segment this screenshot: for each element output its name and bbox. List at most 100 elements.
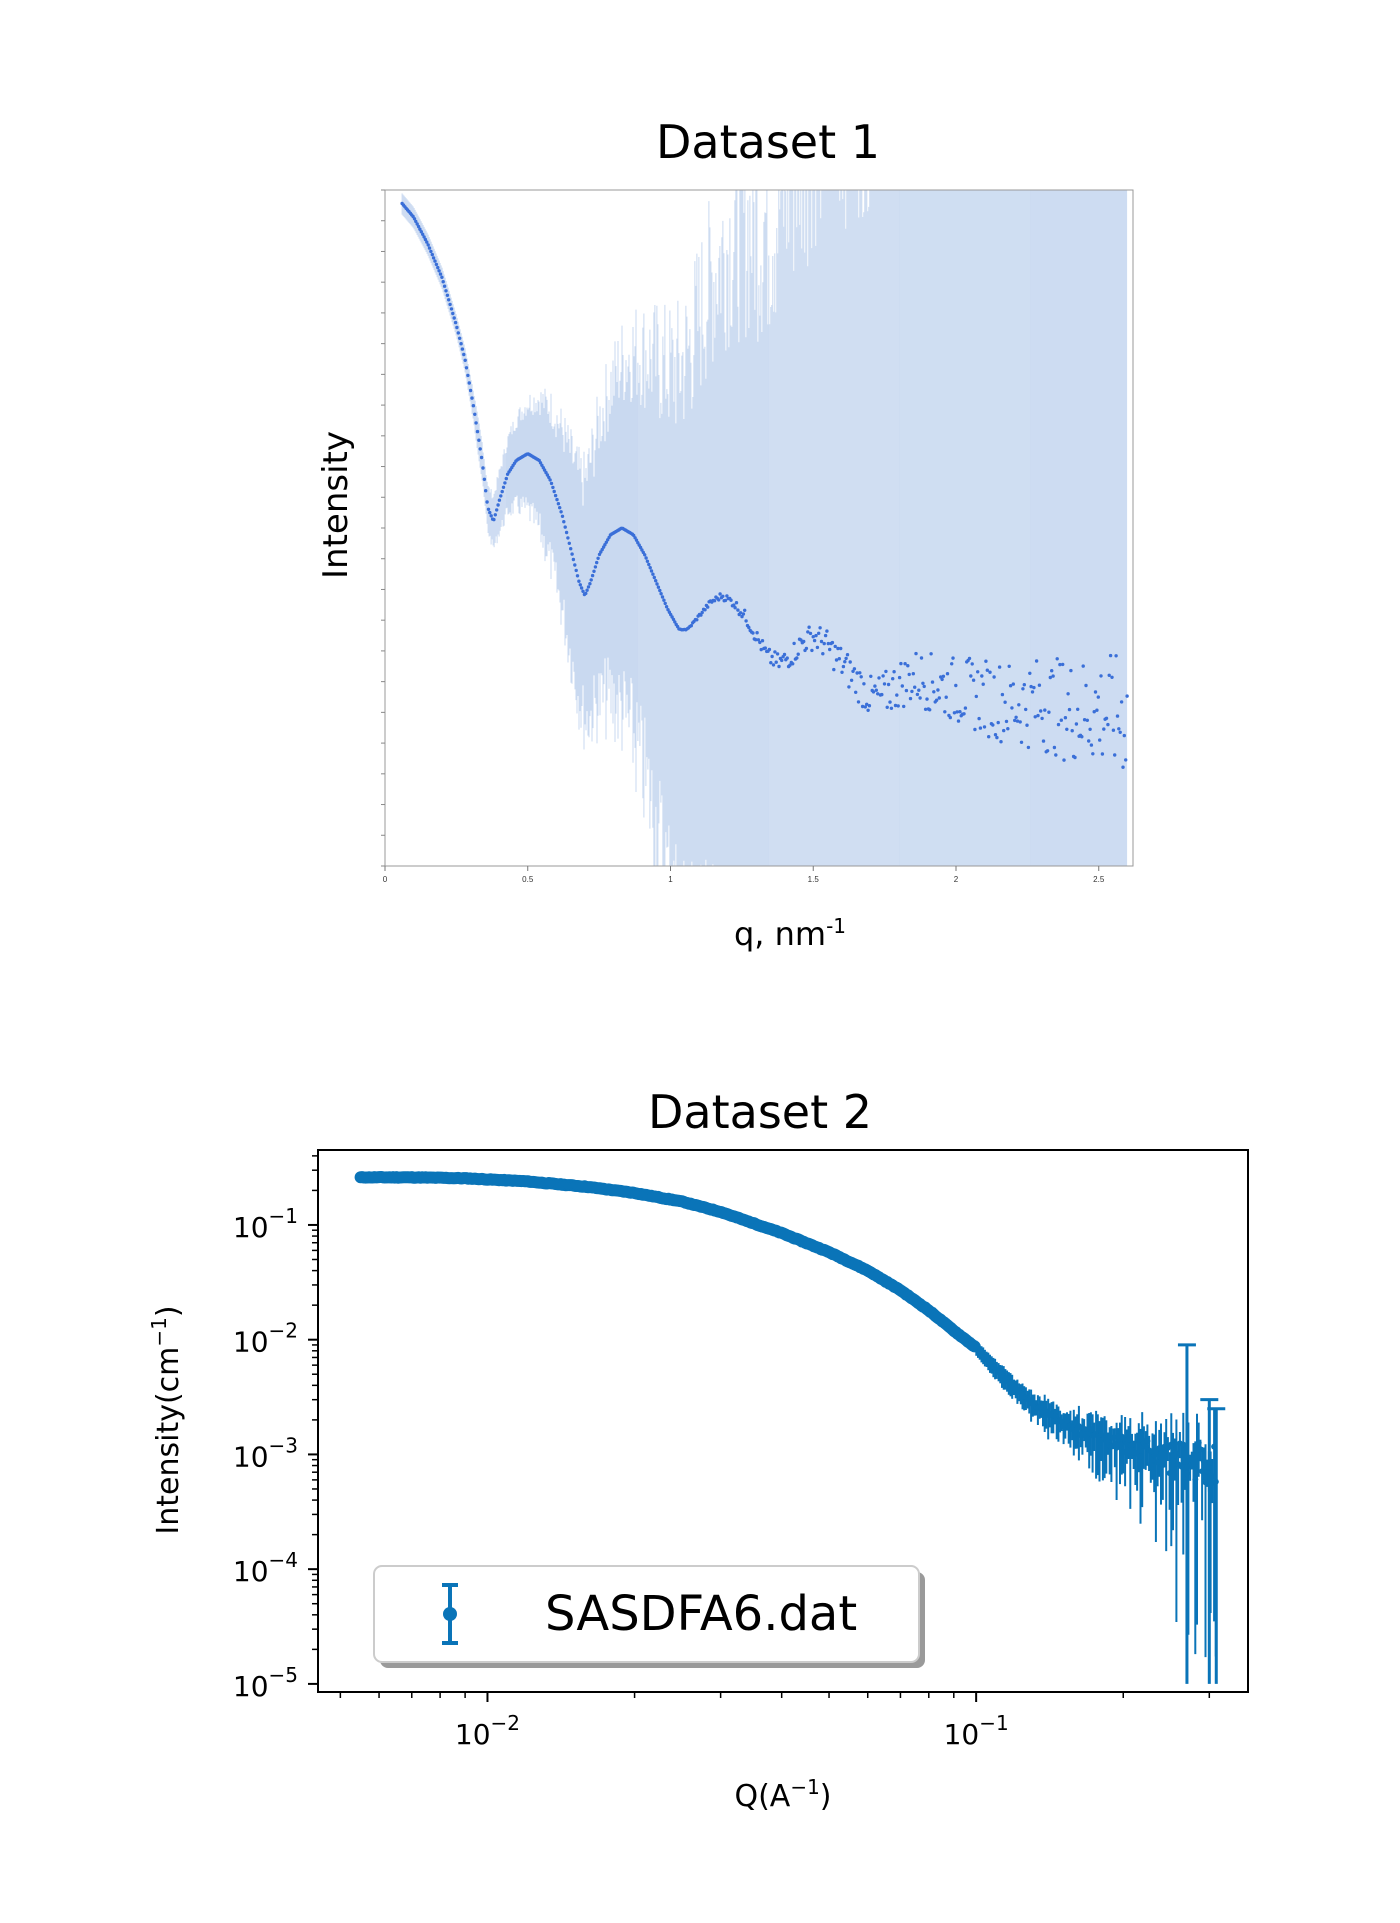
data-point xyxy=(987,735,991,739)
data-point xyxy=(900,684,904,688)
data-point xyxy=(567,541,571,545)
data-point xyxy=(908,696,913,701)
data-point xyxy=(741,612,746,616)
data-point xyxy=(867,704,872,708)
data-point xyxy=(862,682,866,686)
data-point xyxy=(1108,653,1113,658)
data-point xyxy=(589,578,593,582)
data-point xyxy=(833,644,837,649)
data-point xyxy=(821,652,825,656)
data-point xyxy=(826,641,830,646)
data-point xyxy=(1205,1464,1212,1471)
data-point xyxy=(837,657,841,661)
data-point xyxy=(1118,730,1122,734)
data-point xyxy=(907,672,911,677)
data-point xyxy=(843,660,847,664)
chart2-x-axis-label: Q(A−1) xyxy=(734,1775,831,1814)
data-point xyxy=(427,246,432,250)
data-point xyxy=(560,514,565,518)
data-point xyxy=(418,227,422,231)
data-point xyxy=(1106,722,1110,727)
data-point xyxy=(1018,720,1022,724)
data-point xyxy=(426,243,430,247)
data-point xyxy=(1192,1476,1199,1483)
data-point xyxy=(754,638,758,642)
data-point xyxy=(917,688,921,692)
data-point xyxy=(467,381,471,385)
data-point xyxy=(488,510,492,515)
data-point xyxy=(604,540,608,544)
data-point xyxy=(1029,684,1033,689)
data-point xyxy=(584,591,588,596)
data-point xyxy=(474,421,478,425)
data-point xyxy=(1129,1441,1135,1448)
data-point xyxy=(971,678,976,682)
data-point xyxy=(478,447,482,451)
data-point xyxy=(1137,1453,1144,1460)
data-point xyxy=(656,585,661,589)
data-point xyxy=(1073,755,1077,760)
data-point xyxy=(1117,1441,1123,1448)
data-point xyxy=(1104,716,1109,720)
data-point xyxy=(1054,753,1058,757)
data-point xyxy=(695,618,699,622)
data-point xyxy=(1147,1462,1154,1468)
data-point xyxy=(1013,718,1017,723)
data-point xyxy=(558,506,562,510)
data-point xyxy=(503,481,507,485)
chart2-y-ticks: 10−1 10−2 10−3 10−4 10−5 xyxy=(233,1155,318,1703)
data-point xyxy=(484,489,488,493)
chart2-series-sasdfa6 xyxy=(354,1171,1219,1488)
data-point xyxy=(940,677,944,682)
data-point xyxy=(664,605,669,609)
data-point xyxy=(775,652,780,656)
data-point xyxy=(423,237,428,242)
data-point xyxy=(852,667,857,671)
data-point xyxy=(919,656,924,660)
chart2-ylabel-sup: −1 xyxy=(147,1317,171,1346)
data-point xyxy=(819,639,824,644)
data-point xyxy=(647,562,651,567)
data-point xyxy=(425,240,429,244)
data-point xyxy=(1188,1456,1195,1463)
data-point xyxy=(504,476,508,481)
data-point xyxy=(430,252,434,257)
data-point xyxy=(452,316,456,320)
data-point xyxy=(832,667,836,672)
x-tick-label: 2.5 xyxy=(1093,875,1105,884)
chart1-title: Dataset 1 xyxy=(656,115,880,169)
data-point xyxy=(969,674,973,678)
data-point xyxy=(643,553,647,557)
chart-dataset-2: Dataset 2 10−2 10−1 10−110−210−310−410−5 … xyxy=(147,1085,1249,1814)
data-point xyxy=(1059,718,1064,722)
data-point xyxy=(579,586,584,590)
data-point xyxy=(974,694,978,699)
data-point xyxy=(419,230,423,234)
data-point xyxy=(1124,758,1128,762)
data-point xyxy=(899,661,903,666)
data-point xyxy=(468,388,473,393)
data-point xyxy=(712,599,717,603)
data-point xyxy=(847,685,851,689)
data-point xyxy=(929,652,933,656)
data-point xyxy=(904,688,909,693)
data-point xyxy=(1023,707,1028,712)
data-point xyxy=(463,358,467,362)
data-point xyxy=(881,674,885,678)
data-point xyxy=(818,626,822,630)
data-point xyxy=(811,635,815,639)
data-point xyxy=(596,556,600,560)
data-point xyxy=(1008,684,1013,688)
data-point xyxy=(812,638,817,643)
data-point xyxy=(551,485,555,490)
data-point xyxy=(441,280,445,284)
data-point xyxy=(788,663,792,667)
data-point xyxy=(956,719,961,723)
data-point xyxy=(1118,1433,1125,1440)
data-point xyxy=(1066,692,1070,696)
data-point xyxy=(444,289,448,293)
data-point xyxy=(645,559,650,563)
data-point xyxy=(785,656,789,660)
data-point xyxy=(577,579,581,583)
